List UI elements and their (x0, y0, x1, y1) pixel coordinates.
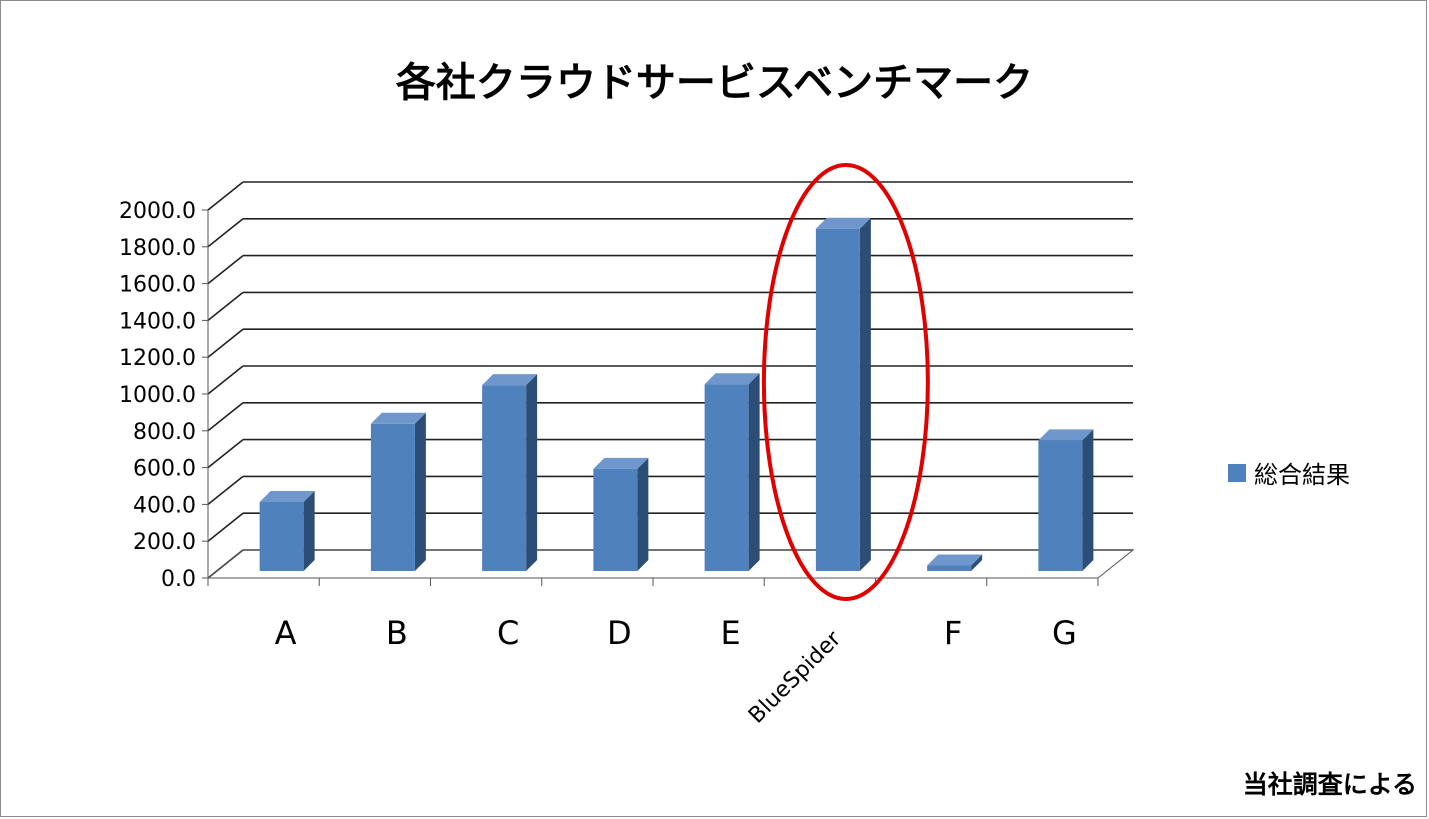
gridline-side (207, 365, 244, 395)
bar-side (1082, 429, 1094, 571)
y-tick-label: 200.0 (133, 530, 196, 555)
x-tick-label: E (721, 614, 741, 652)
gridline-side (207, 218, 244, 248)
highlight-ellipse (761, 163, 930, 601)
y-tick-label: 1600.0 (119, 273, 196, 298)
y-tick-label: 1400.0 (119, 309, 196, 334)
bar-top (927, 554, 983, 566)
bar (259, 502, 304, 571)
y-tick-label: 1800.0 (119, 236, 196, 261)
gridline-side (207, 438, 244, 469)
x-tick-label: A (275, 614, 297, 652)
bar (482, 385, 527, 571)
legend-swatch (1228, 463, 1246, 482)
bar-top (815, 217, 871, 229)
gridline-side (207, 402, 244, 432)
x-tick-label: BlueSpider (744, 626, 847, 729)
x-tick-label: F (944, 614, 962, 652)
x-tick-label: G (1052, 614, 1077, 652)
y-tick-label: 600.0 (133, 457, 196, 482)
legend-label: 総合結果 (1254, 461, 1350, 489)
gridline-side (207, 512, 244, 542)
x-tick-label: D (607, 614, 632, 652)
bar-side (637, 457, 649, 571)
y-tick-label: 1200.0 (119, 346, 196, 371)
bar (1038, 440, 1083, 571)
legend: 総合結果 (1228, 455, 1350, 490)
source-note: 当社調査による (1242, 770, 1417, 799)
bar-side (526, 374, 538, 571)
y-tick-label: 800.0 (133, 420, 196, 445)
y-tick-label: 0.0 (161, 567, 196, 592)
y-tick-label: 1000.0 (119, 383, 196, 408)
gridline-side (207, 181, 244, 211)
bar-top (704, 373, 760, 385)
gridline-side (207, 254, 244, 285)
floor (206, 549, 1135, 579)
gridline-side (207, 328, 244, 358)
y-tick-label: 2000.0 (119, 199, 196, 224)
gridline-side (207, 475, 244, 506)
gridline-side (207, 291, 244, 322)
x-tick-label: B (386, 614, 408, 652)
bar-top (370, 412, 426, 424)
y-tick-label: 400.0 (133, 493, 196, 518)
bar (927, 565, 972, 571)
bar-top (1038, 429, 1094, 441)
chart-title: 各社クラウドサービスベンチマーク (395, 60, 1034, 106)
bar (593, 468, 638, 571)
bar-side (748, 373, 760, 571)
bar-top (482, 374, 538, 386)
bar (370, 423, 415, 571)
bar-side (971, 554, 983, 571)
bar-side (414, 412, 426, 571)
bar-side (859, 217, 871, 571)
bar-side (303, 491, 315, 571)
bar (815, 228, 860, 571)
bar-top (259, 491, 315, 502)
x-tick-label: C (497, 614, 519, 652)
bar (704, 384, 749, 571)
bar-top (593, 457, 649, 469)
